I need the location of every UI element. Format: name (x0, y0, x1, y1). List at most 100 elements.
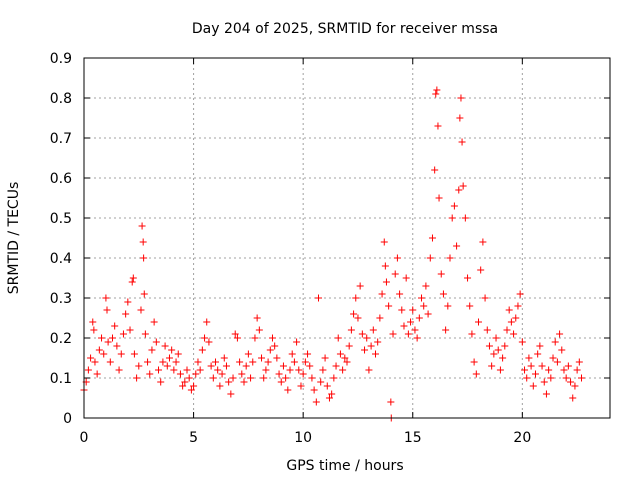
data-point (111, 322, 119, 330)
y-tick-label: 0.9 (50, 51, 72, 67)
data-point (264, 358, 272, 366)
data-point (319, 366, 327, 374)
data-point (209, 374, 217, 382)
chart-title: Day 204 of 2025, SRMTID for receiver mss… (192, 21, 498, 37)
data-point (459, 182, 467, 190)
data-point (542, 390, 550, 398)
data-point (181, 378, 189, 386)
data-point (306, 362, 314, 370)
x-tick-label: 5 (189, 430, 198, 446)
data-point (422, 282, 430, 290)
data-point (225, 378, 233, 386)
data-point (378, 290, 386, 298)
data-point (527, 362, 535, 370)
data-point (277, 378, 285, 386)
data-point (233, 334, 241, 342)
data-point (339, 366, 347, 374)
data-point (205, 338, 213, 346)
data-point (222, 362, 230, 370)
data-point (501, 342, 509, 350)
data-point (496, 366, 504, 374)
data-point (150, 318, 158, 326)
y-tick-label: 0 (63, 411, 72, 427)
data-point (461, 214, 469, 222)
axis-ticks (83, 57, 610, 419)
data-point (336, 350, 344, 358)
y-tick-label: 0.5 (50, 211, 72, 227)
data-point (534, 350, 542, 358)
data-point (87, 354, 95, 362)
data-point (455, 186, 463, 194)
data-point (268, 334, 276, 342)
data-point (387, 398, 395, 406)
data-point (144, 358, 152, 366)
data-point (299, 370, 307, 378)
data-point (420, 302, 428, 310)
data-point (325, 394, 333, 402)
data-point (437, 270, 445, 278)
data-point (129, 274, 137, 282)
data-point (203, 318, 211, 326)
data-point (382, 278, 390, 286)
data-point (297, 382, 305, 390)
data-point (141, 330, 149, 338)
data-point (512, 314, 520, 322)
data-point (273, 354, 281, 362)
data-point (284, 386, 292, 394)
data-point (367, 342, 375, 350)
data-point (525, 354, 533, 362)
data-point (551, 338, 559, 346)
data-point (122, 310, 130, 318)
data-point (507, 318, 515, 326)
data-point (345, 342, 353, 350)
data-point (492, 334, 500, 342)
data-point (477, 266, 485, 274)
data-point (244, 350, 252, 358)
data-point (385, 302, 393, 310)
data-point (413, 334, 421, 342)
data-point (227, 390, 235, 398)
data-point (240, 378, 248, 386)
data-point (218, 370, 226, 378)
data-point (439, 290, 447, 298)
data-point (192, 370, 200, 378)
data-point (398, 306, 406, 314)
data-point (301, 358, 309, 366)
x-tick-label: 0 (80, 430, 89, 446)
data-point (170, 366, 178, 374)
data-point (510, 330, 518, 338)
data-point (381, 262, 389, 270)
data-point (157, 378, 165, 386)
data-point (102, 294, 110, 302)
data-point (456, 114, 464, 122)
data-point (567, 378, 575, 386)
data-point (494, 346, 502, 354)
data-point (130, 350, 138, 358)
data-point (444, 302, 452, 310)
data-point (106, 358, 114, 366)
data-point (115, 366, 123, 374)
data-point (117, 350, 125, 358)
data-point (168, 346, 176, 354)
data-point (404, 330, 412, 338)
data-point (380, 238, 388, 246)
data-point (434, 122, 442, 130)
data-point (255, 326, 263, 334)
data-point (393, 254, 401, 262)
data-point (564, 362, 572, 370)
data-point (457, 94, 465, 102)
data-point (396, 290, 404, 298)
data-point (553, 358, 561, 366)
data-point (488, 362, 496, 370)
data-point (540, 378, 548, 386)
y-tick-label: 0.2 (50, 331, 72, 347)
data-point (575, 358, 583, 366)
data-point (529, 382, 537, 390)
data-point (536, 342, 544, 350)
data-point (220, 354, 228, 362)
data-point (562, 374, 570, 382)
y-tick-label: 0.8 (50, 91, 72, 107)
data-point (140, 290, 148, 298)
data-point (518, 338, 526, 346)
